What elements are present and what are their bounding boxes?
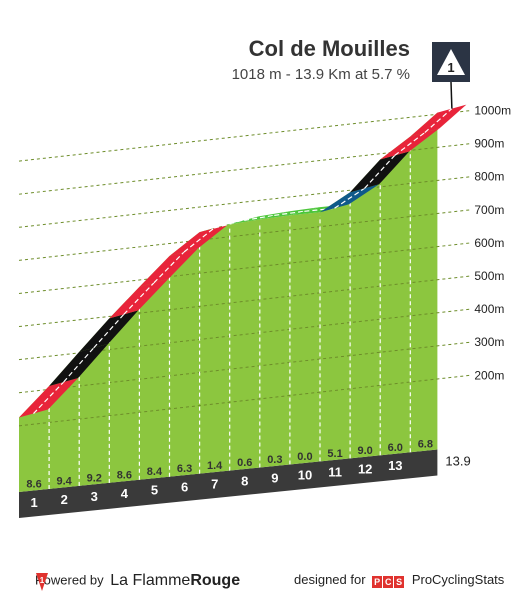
gradient-segment xyxy=(109,278,169,319)
km-marker-label: 6 xyxy=(181,480,188,495)
segment-centerline xyxy=(334,187,365,209)
elevation-gridline xyxy=(18,209,471,261)
designed-for-label: designed for xyxy=(294,572,366,587)
y-tick-label: 300m xyxy=(474,335,504,349)
gradient-segment xyxy=(79,310,139,352)
pcs-name: ProCyclingStats xyxy=(411,572,505,587)
gradient-label: 1.4 xyxy=(207,460,223,472)
mountain-icon xyxy=(437,49,465,75)
elevation-gridline xyxy=(18,374,471,427)
climb-title: Col de Mouilles xyxy=(248,36,410,61)
y-tick-label: 1000m xyxy=(474,104,511,118)
km-marker-label: 3 xyxy=(91,489,98,504)
gradient-label: 5.1 xyxy=(327,448,342,460)
km-marker-label: 4 xyxy=(121,486,129,501)
km-marker-label: 12 xyxy=(358,461,372,476)
pcs-letter-p: P xyxy=(372,576,383,589)
segment-centerline xyxy=(33,381,65,414)
gradient-label: 9.0 xyxy=(358,445,373,457)
elevation-gridline xyxy=(18,341,471,394)
elevation-gridline xyxy=(18,308,471,361)
y-tick-label: 600m xyxy=(474,236,504,250)
gradient-label: 6.0 xyxy=(388,442,403,454)
powered-by-footer: Powered by 1 La FlammeRouge xyxy=(35,572,240,591)
gradient-label: 0.3 xyxy=(267,454,282,466)
gradient-segment xyxy=(229,211,289,225)
y-tick-label: 700m xyxy=(474,203,504,217)
flamme-rouge-brand: La FlammeRouge xyxy=(110,572,240,589)
km-marker-label: 5 xyxy=(151,483,158,498)
gradient-label: 8.6 xyxy=(117,469,132,481)
km-marker-label: 11 xyxy=(328,464,342,479)
segment-centerline xyxy=(424,108,453,133)
total-distance-label: 13.9 xyxy=(445,453,470,468)
y-tick-label: 500m xyxy=(474,269,504,283)
category-label: 1 xyxy=(447,60,454,75)
gradient-segment xyxy=(259,207,319,220)
gradient-label: 6.8 xyxy=(418,439,433,451)
gradient-label: 9.4 xyxy=(57,475,73,487)
elevation-profile-chart: 1 200m 300m 400m 500m 600m 700m 800m 900m 1000m 1… xyxy=(18,42,511,518)
km-marker-label: 2 xyxy=(61,492,68,507)
segment-centerline xyxy=(153,251,185,284)
y-tick-label: 900m xyxy=(474,137,504,151)
gradient-label: 9.2 xyxy=(87,472,102,484)
elevation-gridline xyxy=(18,275,471,328)
elevation-gridline xyxy=(18,110,471,162)
gradient-segment xyxy=(19,378,79,418)
gradient-segment xyxy=(350,151,410,193)
segment-centerline xyxy=(213,219,245,229)
gradient-label: 6.3 xyxy=(177,463,192,475)
km-marker-label: 9 xyxy=(271,470,278,485)
gradient-segment xyxy=(139,247,199,287)
y-tick-label: 800m xyxy=(474,170,504,184)
gradient-label: 8.4 xyxy=(147,466,163,478)
segment-centerline xyxy=(274,210,305,216)
km-marker-label: 10 xyxy=(298,467,312,482)
gradient-segment xyxy=(49,343,109,387)
km-marker-label: 1 xyxy=(30,495,37,510)
flamme-rouge-logo-icon: 1 xyxy=(36,573,48,591)
segment-centerline xyxy=(183,227,215,253)
km-marker-label: 8 xyxy=(241,474,248,489)
brand-prefix: La Flamme xyxy=(110,572,191,589)
elevation-gridline xyxy=(18,176,471,228)
gradient-label: 0.6 xyxy=(237,457,252,469)
profile-base-band xyxy=(19,449,438,518)
powered-by-label: Powered by xyxy=(35,572,104,588)
elevation-gridline xyxy=(18,242,471,294)
gradient-label: 0.0 xyxy=(297,451,312,463)
gradient-label: 8.6 xyxy=(26,478,41,490)
segment-centerline xyxy=(123,282,155,315)
y-tick-label: 400m xyxy=(474,302,504,316)
svg-text:1: 1 xyxy=(40,576,45,585)
pcs-letter-c: C xyxy=(383,576,394,589)
climb-stats: 1018 m - 13.9 Km at 5.7 % xyxy=(231,66,410,83)
pcs-letter-s: S xyxy=(394,576,405,589)
segment-centerline xyxy=(244,214,275,221)
km-marker-label: 7 xyxy=(211,477,218,492)
km-marker-label: 13 xyxy=(388,458,402,473)
y-tick-label: 200m xyxy=(474,368,504,382)
segment-centerline xyxy=(394,132,426,156)
brand-suffix: Rouge xyxy=(190,572,241,589)
summit-pole xyxy=(450,81,453,109)
